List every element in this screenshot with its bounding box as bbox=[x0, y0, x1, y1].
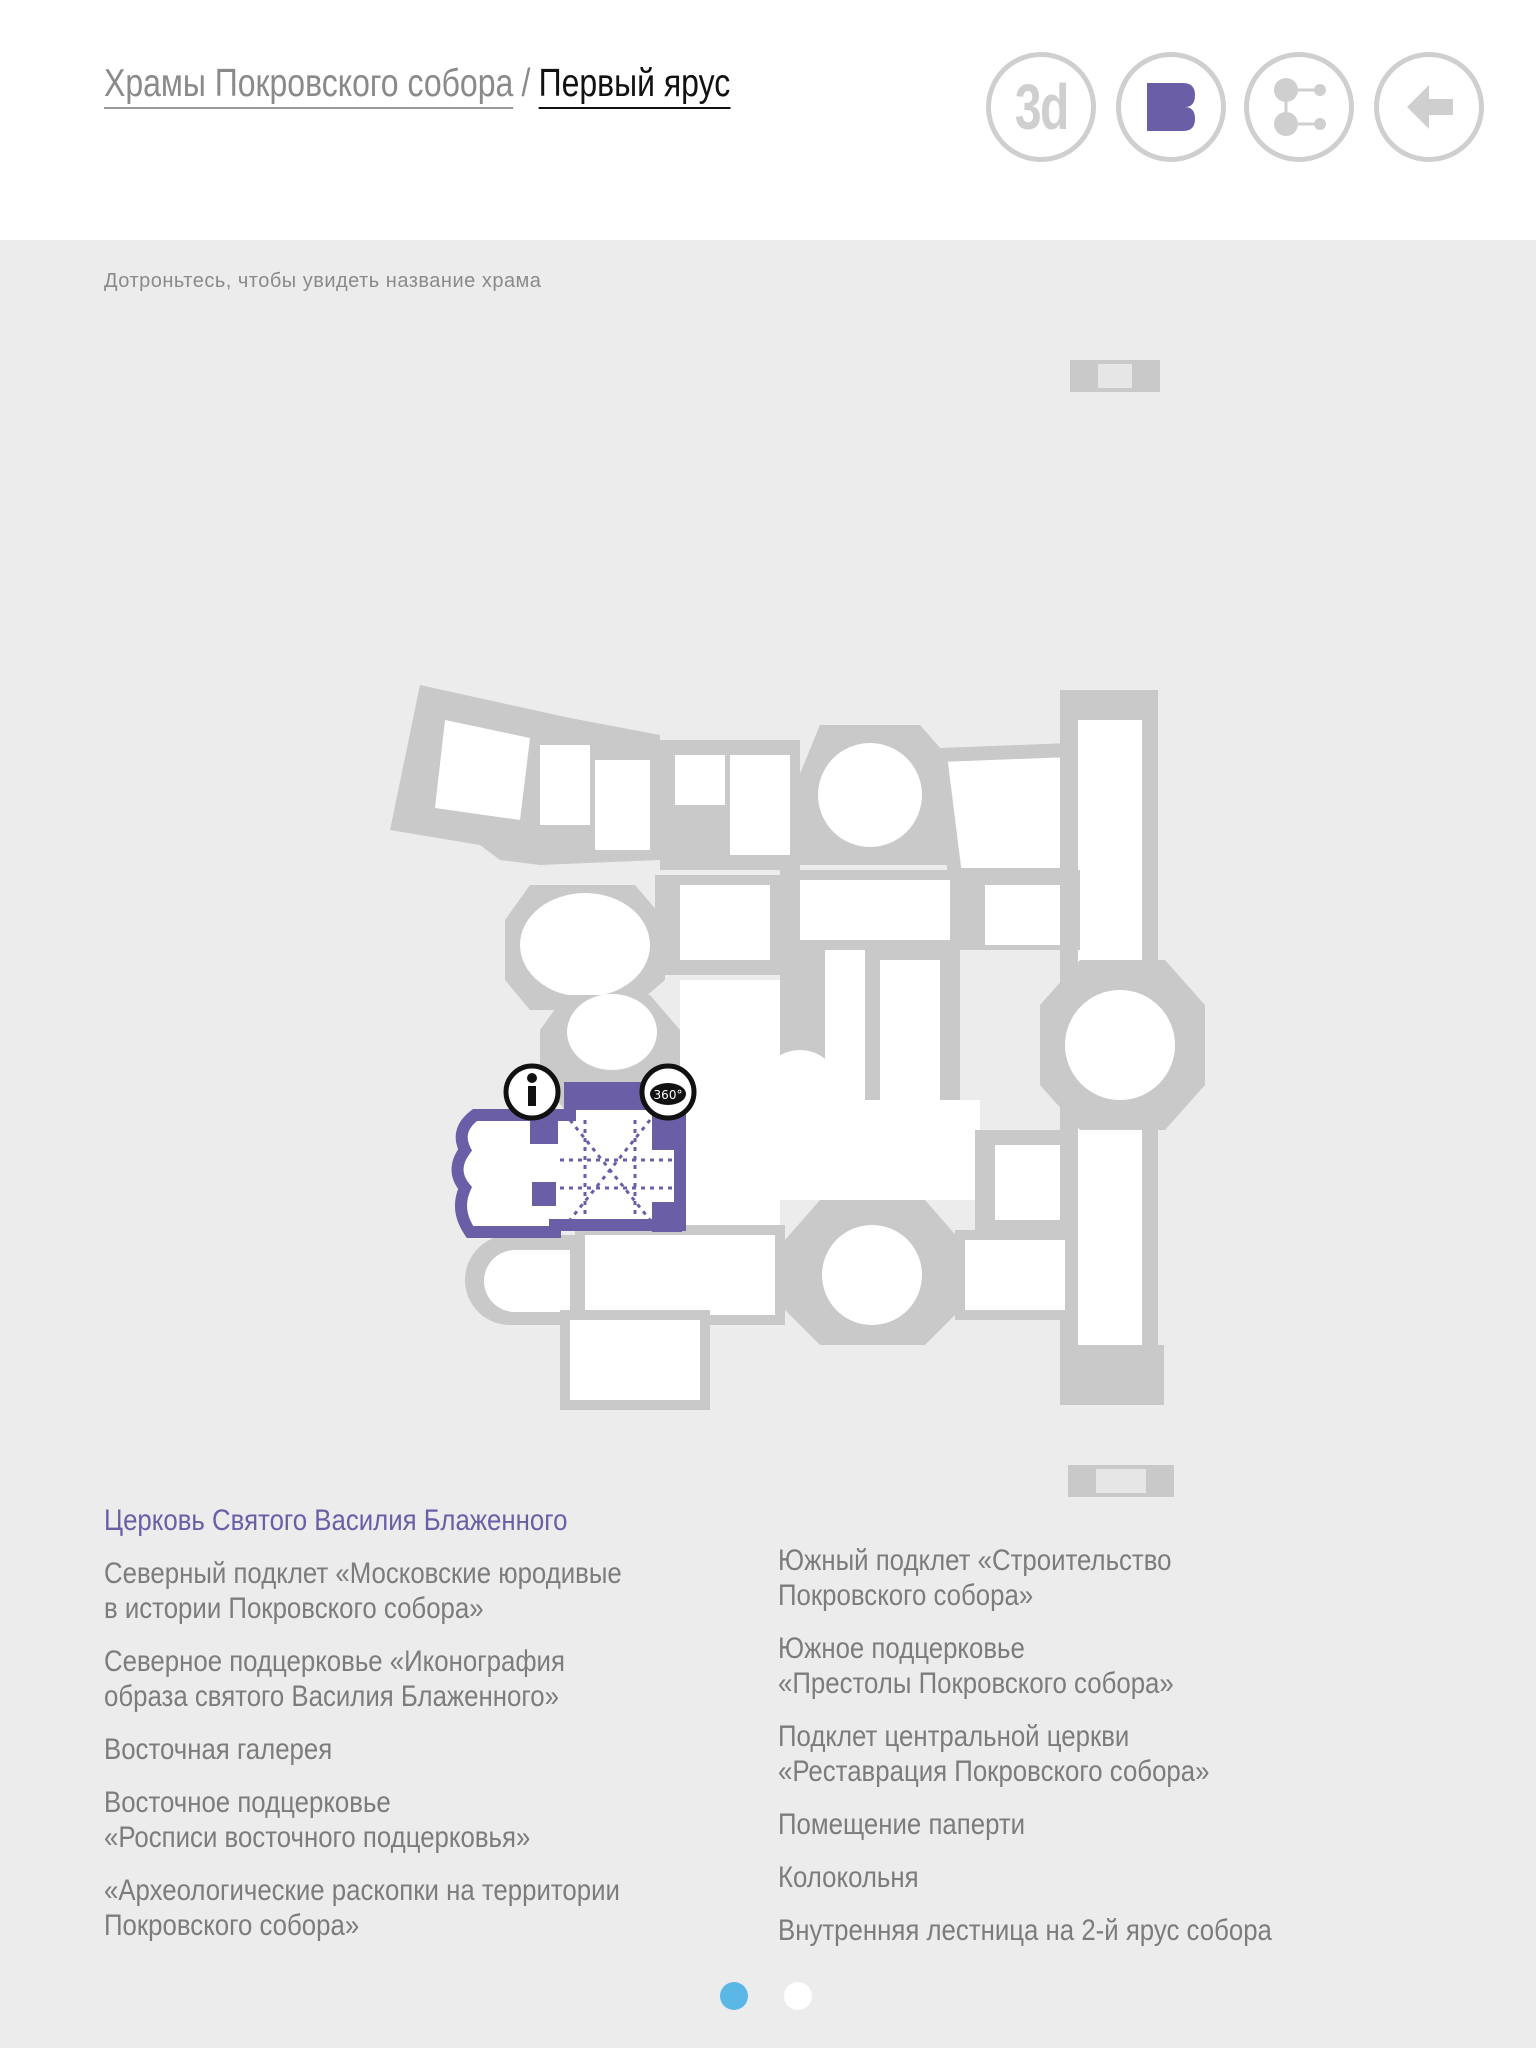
page-indicator bbox=[720, 1982, 812, 2010]
list-item[interactable]: Восточное подцерковье «Росписи восточног… bbox=[104, 1786, 531, 1854]
room-passage[interactable] bbox=[680, 980, 980, 1240]
room-north-church[interactable] bbox=[785, 725, 955, 865]
temple-list-right: Южный подклет «Строительство Покровского… bbox=[778, 1543, 1418, 1966]
room-north-gallery[interactable] bbox=[660, 740, 800, 870]
list-item[interactable]: Колокольня bbox=[778, 1861, 919, 1894]
list-item[interactable]: Помещение паперти bbox=[778, 1808, 1026, 1841]
panorama-360-icon[interactable]: 360° bbox=[639, 1063, 697, 1121]
temple-list-left: Северный подклет «Московские юродивые в … bbox=[104, 1556, 744, 1961]
room-south-porch[interactable] bbox=[560, 1310, 710, 1410]
list-item[interactable]: Южное подцерковье «Престолы Покровского … bbox=[778, 1632, 1174, 1700]
breadcrumb-separator: / bbox=[521, 62, 531, 105]
info-marker-icon[interactable] bbox=[503, 1063, 561, 1121]
room-north-west-church[interactable] bbox=[655, 875, 785, 975]
room-south-west-church[interactable] bbox=[465, 1235, 580, 1325]
page-dot-1[interactable] bbox=[720, 1982, 748, 2010]
list-item[interactable]: Южный подклет «Строительство Покровского… bbox=[778, 1544, 1172, 1612]
panorama-360-label: 360° bbox=[654, 1088, 683, 1102]
arrow-left-icon bbox=[1407, 85, 1453, 129]
list-item[interactable]: Северное подцерковье «Иконография образа… bbox=[104, 1645, 565, 1713]
hint-text: Дотроньтесь, чтобы увидеть название храм… bbox=[104, 270, 542, 292]
room-west-church[interactable] bbox=[505, 885, 665, 1010]
header: Храмы Покровского собора / Первый ярус 3d bbox=[0, 0, 1536, 240]
room-east-church[interactable] bbox=[1040, 960, 1205, 1130]
back-button[interactable] bbox=[1374, 52, 1484, 162]
room-north-porch[interactable] bbox=[390, 685, 660, 865]
room-north-east-gallery[interactable] bbox=[932, 742, 1077, 882]
breadcrumb: Храмы Покровского собора / Первый ярус bbox=[104, 62, 731, 109]
list-item[interactable]: Внутренняя лестница на 2-й ярус собора bbox=[778, 1914, 1272, 1947]
selected-temple-title[interactable]: Церковь Святого Василия Блаженного bbox=[104, 1504, 568, 1537]
room-south-church[interactable] bbox=[785, 1200, 960, 1345]
room-south-gallery[interactable] bbox=[575, 1225, 1075, 1325]
list-item[interactable]: «Археологические раскопки на территории … bbox=[104, 1874, 620, 1942]
room-north-east-church[interactable] bbox=[960, 870, 1080, 950]
list-item[interactable]: Восточная галерея bbox=[104, 1733, 333, 1766]
floor-plan-icon bbox=[1147, 83, 1195, 131]
breadcrumb-root-link[interactable]: Храмы Покровского собора bbox=[104, 62, 514, 109]
breadcrumb-current[interactable]: Первый ярус bbox=[538, 62, 731, 109]
list-item[interactable]: Северный подклет «Московские юродивые в … bbox=[104, 1557, 622, 1625]
page-dot-2[interactable] bbox=[784, 1982, 812, 2010]
cathedral-floor-plan: 360° bbox=[390, 360, 1205, 1497]
room-south-east-church[interactable] bbox=[975, 1130, 1075, 1240]
list-item[interactable]: Подклет центральной церкви «Реставрация … bbox=[778, 1720, 1210, 1788]
scheme-button[interactable] bbox=[1244, 52, 1354, 162]
3d-icon: 3d bbox=[1014, 71, 1069, 143]
plan-marker-bottom bbox=[1068, 1465, 1174, 1497]
floor-plan-button[interactable] bbox=[1116, 52, 1226, 162]
3d-view-button[interactable]: 3d bbox=[986, 52, 1096, 162]
scheme-icon bbox=[1274, 78, 1326, 136]
room-st-basil-church[interactable] bbox=[451, 1082, 686, 1238]
plan-marker-top bbox=[1070, 360, 1160, 392]
